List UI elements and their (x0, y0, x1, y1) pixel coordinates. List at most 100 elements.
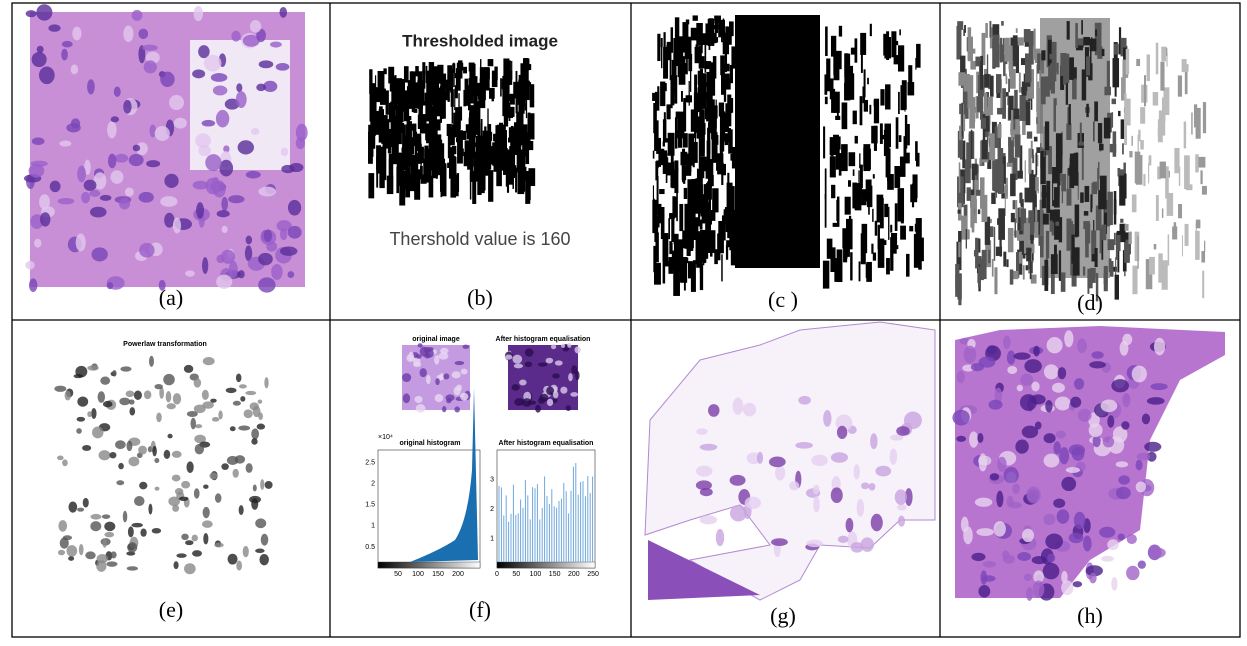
texture (456, 385, 462, 392)
texture (798, 396, 811, 405)
texture (440, 163, 446, 192)
texture (657, 86, 659, 105)
texture (1075, 23, 1078, 48)
texture (1061, 571, 1067, 584)
texture (228, 554, 238, 565)
texture (992, 160, 999, 190)
texture (1017, 385, 1023, 392)
texture (729, 21, 734, 36)
texture (975, 238, 978, 269)
texture (992, 259, 994, 277)
texture (245, 391, 256, 395)
texture (806, 540, 823, 547)
texture (392, 95, 393, 124)
texture (478, 83, 485, 99)
texture (971, 130, 973, 159)
texture (133, 145, 140, 152)
texture (281, 148, 288, 157)
texture (415, 66, 419, 76)
texture (57, 456, 64, 461)
texture (205, 154, 221, 171)
texture (692, 217, 698, 240)
texture (745, 497, 761, 509)
texture (1080, 192, 1084, 202)
texture (860, 165, 863, 189)
texture (700, 157, 707, 171)
texture (844, 248, 850, 257)
texture (1022, 529, 1034, 543)
texture (179, 497, 188, 501)
texture (1032, 155, 1034, 163)
texture (713, 56, 716, 78)
texture (415, 92, 418, 103)
texture (119, 198, 130, 210)
texture (132, 10, 143, 21)
texture (869, 105, 871, 114)
texture (373, 98, 376, 116)
texture (152, 528, 161, 534)
texture (869, 483, 876, 490)
texture (243, 546, 249, 557)
texture (1090, 194, 1092, 212)
texture (76, 428, 82, 434)
texture (721, 166, 723, 185)
texture (961, 517, 969, 533)
texture (705, 107, 712, 119)
texture (426, 375, 431, 384)
texture (670, 176, 673, 188)
texture (134, 391, 142, 400)
texture (834, 258, 840, 282)
texture (281, 165, 294, 173)
texture (470, 172, 471, 200)
texture (1114, 233, 1116, 245)
texture (975, 57, 980, 67)
texture (838, 536, 849, 543)
texture (1117, 168, 1120, 176)
texture (988, 97, 993, 115)
texture (1003, 252, 1006, 267)
texture (107, 282, 113, 289)
texture (1007, 366, 1017, 374)
texture (721, 254, 722, 281)
texture (173, 393, 181, 404)
texture (1082, 148, 1084, 180)
texture (709, 44, 711, 50)
panel-title: original image (412, 336, 460, 343)
texture (992, 38, 998, 47)
texture (90, 521, 101, 531)
texture (129, 407, 135, 415)
texture (369, 69, 372, 94)
texture (98, 391, 105, 403)
texture (160, 72, 174, 87)
texture (1004, 38, 1009, 62)
texture (1017, 171, 1023, 179)
texture (837, 426, 847, 439)
texture (202, 390, 209, 400)
texture (654, 217, 658, 242)
texture (1202, 271, 1204, 298)
texture (66, 123, 80, 132)
texture (1086, 104, 1089, 117)
texture (701, 94, 706, 109)
texture (1041, 151, 1046, 184)
texture (723, 33, 729, 55)
texture (1160, 162, 1166, 179)
texture (1104, 87, 1111, 96)
texture (538, 363, 548, 367)
texture (1104, 273, 1108, 284)
texture (99, 450, 111, 460)
texture (173, 561, 178, 569)
texture (1112, 112, 1113, 127)
texture (972, 196, 976, 200)
texture (1066, 123, 1071, 140)
texture (1046, 181, 1050, 213)
texture (203, 357, 215, 365)
texture (696, 466, 712, 477)
texture (957, 371, 965, 384)
texture (696, 428, 707, 435)
texture (401, 155, 407, 171)
texture (111, 551, 117, 558)
texture (134, 496, 145, 506)
texture (1115, 275, 1119, 300)
texture (155, 487, 160, 491)
